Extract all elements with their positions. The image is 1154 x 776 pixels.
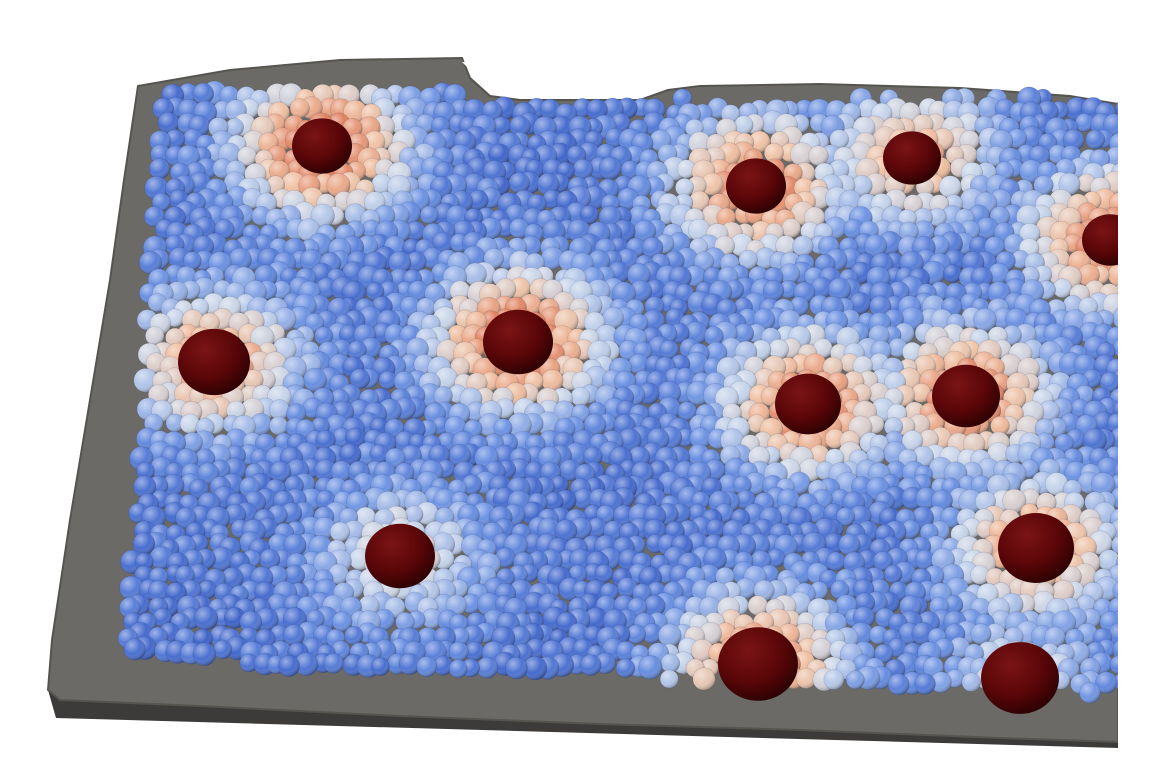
cell-sphere-shading bbox=[580, 205, 599, 224]
cell-sphere-shading bbox=[764, 143, 784, 163]
cell-sphere-shading bbox=[416, 656, 437, 677]
cell-sphere-shading bbox=[572, 159, 593, 180]
cell-sphere-shading bbox=[808, 145, 829, 166]
cell-sphere-shading bbox=[884, 565, 903, 584]
cell-sphere-shading bbox=[790, 142, 814, 167]
cell-sphere-shading bbox=[700, 116, 720, 137]
substrate-notch bbox=[462, 58, 530, 88]
cell-sphere-shading bbox=[977, 96, 1001, 120]
cell-sphere-shading bbox=[192, 83, 214, 105]
cell-sphere bbox=[1115, 556, 1118, 569]
cell-sphere bbox=[1115, 101, 1118, 115]
cell-sphere-shading bbox=[810, 638, 833, 660]
cell-sphere-shading bbox=[269, 160, 290, 181]
cell-sphere-shading bbox=[689, 190, 710, 211]
cell-sphere-shading bbox=[1108, 263, 1118, 287]
cell-sphere-shading bbox=[363, 130, 386, 153]
cell-sphere-shading bbox=[1115, 101, 1118, 115]
cell-sphere-shading bbox=[763, 280, 784, 302]
cell-sphere-shading bbox=[1019, 159, 1043, 183]
cell-sphere-shading bbox=[826, 551, 846, 571]
cell-sphere-shading bbox=[1112, 307, 1118, 328]
cell-sphere-shading bbox=[903, 194, 923, 214]
cell-sphere-shading bbox=[225, 118, 244, 137]
cell-sphere-shading bbox=[1110, 655, 1118, 674]
cell-sphere-shading bbox=[420, 205, 439, 224]
cell-sphere-shading bbox=[570, 387, 591, 407]
cell-sphere-shading bbox=[677, 159, 696, 179]
cell-sphere-shading bbox=[278, 655, 300, 677]
cell-sphere-shading bbox=[688, 131, 711, 154]
cell-sphere-shading bbox=[488, 143, 511, 166]
cell-sphere-shading bbox=[675, 178, 694, 197]
cell-sphere-shading bbox=[237, 146, 257, 166]
cell-sphere-shading bbox=[149, 158, 170, 179]
cell-sphere-shading bbox=[508, 172, 530, 194]
cell-sphere-shading bbox=[580, 654, 602, 676]
cell-sphere-shading bbox=[468, 190, 489, 211]
cell-sphere-shading bbox=[194, 606, 218, 631]
cell-sphere-shading bbox=[1112, 339, 1118, 357]
cell-sphere-shading bbox=[748, 131, 771, 153]
cell-sphere-shading bbox=[970, 623, 992, 645]
cell-sphere-shading bbox=[943, 264, 962, 283]
cell-sphere-shading bbox=[491, 116, 511, 136]
cell-sphere-shading bbox=[939, 175, 962, 198]
cell-sphere-shading bbox=[343, 100, 367, 124]
cell-sphere-shading bbox=[290, 98, 310, 118]
cell-sphere-shading bbox=[323, 653, 344, 674]
cell-sphere-shading bbox=[734, 115, 754, 135]
cell-sphere-shading bbox=[851, 175, 873, 197]
cell-sphere-shading bbox=[1020, 126, 1044, 150]
cell-sphere-shading bbox=[1085, 130, 1105, 149]
cell-sphere-shading bbox=[157, 112, 180, 134]
cell-layer bbox=[117, 80, 1118, 704]
cell-sphere-shading bbox=[371, 657, 390, 676]
cell-sphere-shading bbox=[1116, 557, 1118, 569]
cell-sphere-shading bbox=[449, 641, 469, 662]
cell-sphere-shading bbox=[537, 173, 560, 196]
cell-sphere-shading bbox=[123, 638, 146, 661]
cell-sphere-shading bbox=[829, 129, 849, 149]
cell-sphere-shading bbox=[1058, 173, 1081, 195]
cell-sphere-shading bbox=[269, 416, 288, 435]
cell-sphere-shading bbox=[310, 203, 335, 228]
cell-sphere-shading bbox=[1063, 129, 1085, 151]
cell-sphere-shading bbox=[586, 99, 608, 121]
cell-sphere-shading bbox=[509, 115, 531, 137]
cell-sphere-shading bbox=[371, 173, 392, 194]
cell-sphere-shading bbox=[150, 144, 170, 164]
cell-sphere-shading bbox=[326, 173, 351, 197]
cell-sphere-shading bbox=[344, 626, 364, 645]
cell-sphere-shading bbox=[192, 642, 216, 666]
cell-sphere-shading bbox=[330, 522, 350, 542]
cell-sphere-shading bbox=[1075, 113, 1094, 132]
cell-sphere-shading bbox=[672, 88, 692, 108]
cell-sphere-shading bbox=[621, 160, 640, 179]
cell-sphere-shading bbox=[599, 156, 622, 180]
cell-sphere-shading bbox=[781, 218, 801, 238]
cell-sphere-shading bbox=[700, 173, 724, 196]
cell-sphere-shading bbox=[1033, 175, 1054, 196]
